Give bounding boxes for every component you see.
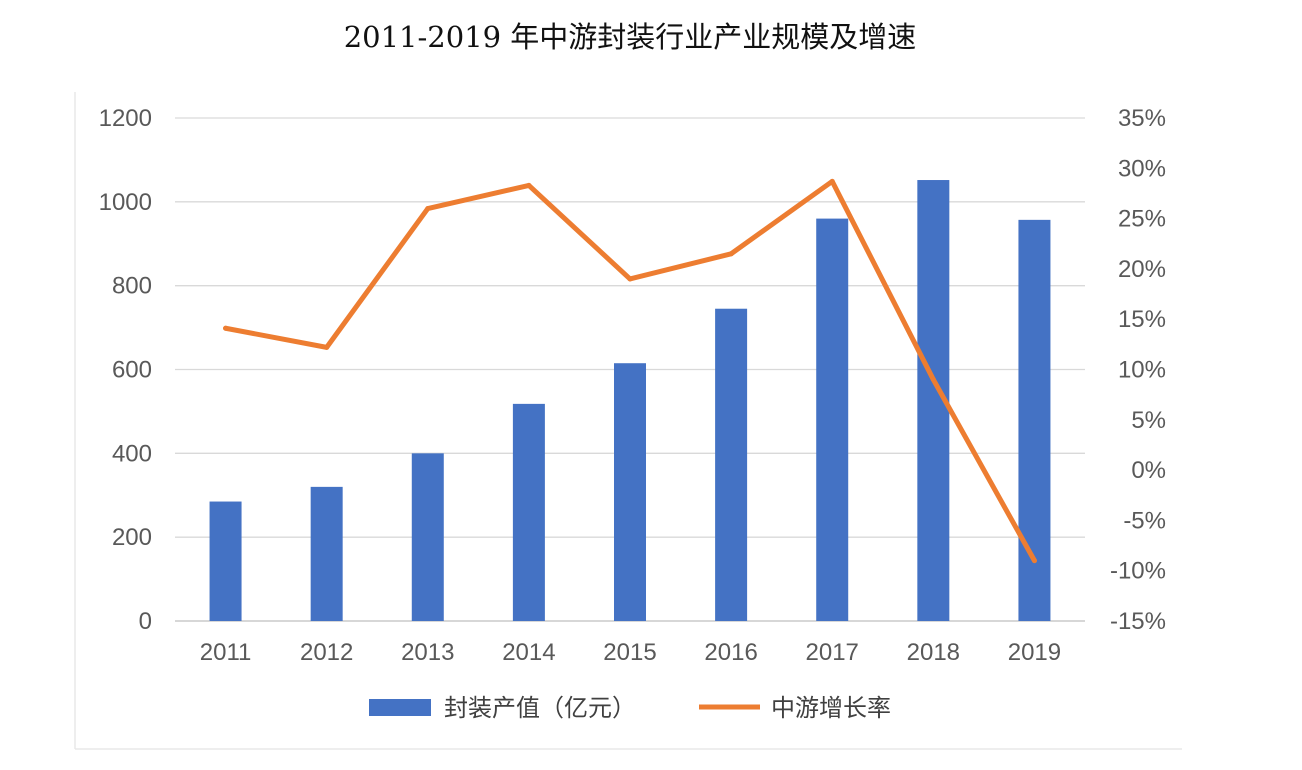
bar bbox=[209, 501, 242, 621]
right-axis-tick-label: 25% bbox=[1118, 206, 1166, 233]
right-axis-tick-label: -5% bbox=[1123, 507, 1166, 534]
bar bbox=[715, 308, 748, 621]
x-axis-tick-label: 2019 bbox=[1008, 639, 1061, 666]
right-axis-tick-label: 5% bbox=[1131, 407, 1166, 434]
x-axis-tick-label: 2018 bbox=[907, 639, 960, 666]
x-axis-tick-label: 2013 bbox=[401, 639, 454, 666]
x-axis: 2011 2012 2013 2014 2015 2016 2017 2018 2019 bbox=[200, 639, 1061, 666]
right-axis-tick-label: 15% bbox=[1118, 306, 1166, 333]
legend: 封装产值（亿元） 中游增长率 bbox=[369, 694, 891, 722]
bar bbox=[816, 218, 849, 621]
line-point bbox=[930, 377, 936, 383]
bar bbox=[411, 453, 444, 621]
right-axis-tick-label: 0% bbox=[1131, 457, 1166, 484]
left-axis-tick-label: 0 bbox=[139, 608, 152, 635]
left-axis-tick-label: 1200 bbox=[99, 105, 152, 132]
right-axis-tick-label: 20% bbox=[1118, 256, 1166, 283]
line-point bbox=[425, 206, 431, 212]
left-axis-tick-label: 200 bbox=[112, 524, 152, 551]
line-point bbox=[1031, 558, 1037, 564]
legend-bar-label: 封装产值（亿元） bbox=[444, 694, 636, 722]
line-point bbox=[526, 182, 532, 188]
bar bbox=[310, 486, 343, 621]
line-point bbox=[627, 276, 633, 282]
x-axis-tick-label: 2011 bbox=[200, 639, 252, 666]
right-axis-tick-label: -15% bbox=[1110, 608, 1166, 635]
right-axis-tick-label: 35% bbox=[1118, 105, 1166, 132]
left-axis-tick-label: 600 bbox=[112, 357, 152, 384]
bar-series bbox=[209, 180, 1051, 622]
line-point bbox=[324, 344, 330, 350]
left-axis-tick-label: 1000 bbox=[99, 189, 152, 216]
bar bbox=[1018, 219, 1051, 622]
line-series bbox=[223, 178, 1037, 564]
line-point bbox=[728, 251, 734, 257]
x-axis-tick-label: 2015 bbox=[603, 639, 656, 666]
x-axis-tick-label: 2016 bbox=[704, 639, 757, 666]
x-axis-tick-label: 2017 bbox=[806, 639, 859, 666]
left-axis-tick-label: 400 bbox=[112, 440, 152, 467]
right-axis-tick-label: 30% bbox=[1118, 155, 1166, 182]
line-point bbox=[223, 325, 229, 331]
right-axis: -15% -10% -5% 0% 5% 10% 15% 20% 25% 30% 35% bbox=[1110, 105, 1166, 635]
chart-title: 2011-2019 年中游封装行业产业规模及增速 bbox=[343, 20, 917, 54]
x-axis-tick-label: 2014 bbox=[502, 639, 555, 666]
legend-bar-swatch bbox=[369, 699, 431, 716]
bar bbox=[614, 363, 646, 621]
line-point bbox=[829, 178, 835, 184]
left-axis-tick-label: 800 bbox=[112, 273, 152, 300]
left-axis: 0 200 400 600 800 1000 1200 bbox=[99, 105, 152, 635]
x-axis-tick-label: 2012 bbox=[300, 639, 353, 666]
bar bbox=[512, 403, 545, 621]
legend-line-label: 中游增长率 bbox=[771, 694, 891, 722]
right-axis-tick-label: -10% bbox=[1110, 558, 1166, 585]
right-axis-tick-label: 10% bbox=[1118, 357, 1166, 384]
